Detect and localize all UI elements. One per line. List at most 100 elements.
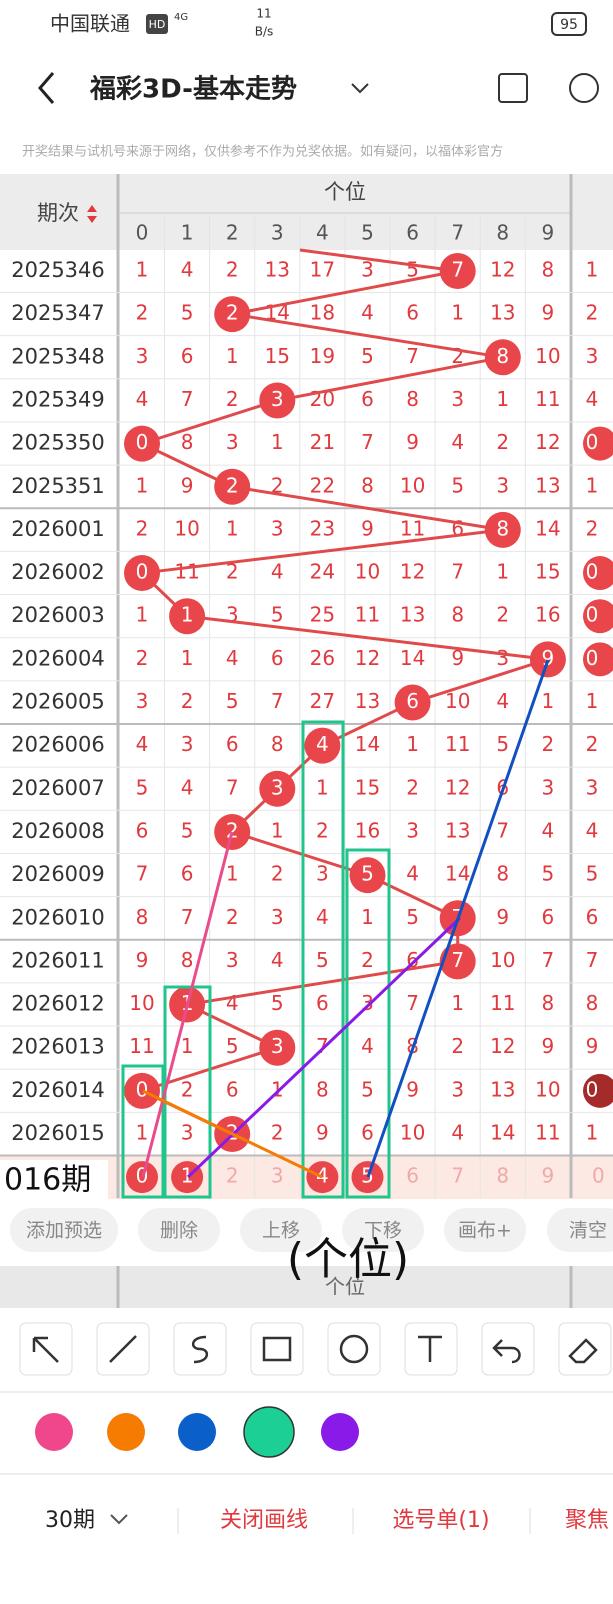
cell: 10 bbox=[535, 1077, 560, 1101]
hit-number: 8 bbox=[496, 344, 509, 368]
hit-ball bbox=[394, 684, 431, 721]
cell: 26 bbox=[310, 646, 335, 670]
cell: 23 bbox=[310, 516, 335, 540]
hit-ball bbox=[304, 727, 341, 764]
hit-ball bbox=[124, 425, 160, 462]
digit-header: 2 bbox=[226, 221, 239, 245]
cell: 2 bbox=[361, 948, 374, 972]
hit-number: 2 bbox=[226, 301, 239, 325]
drawn-line bbox=[141, 831, 234, 1178]
back-button[interactable] bbox=[38, 72, 55, 104]
extra-cell: 6 bbox=[586, 905, 599, 929]
cell: 16 bbox=[535, 603, 560, 627]
cell: 10 bbox=[129, 991, 154, 1015]
drawn-rect bbox=[121, 1064, 165, 1199]
cell: 1 bbox=[226, 344, 239, 368]
period-select[interactable]: 30期 bbox=[45, 1508, 95, 1533]
drawn-rect bbox=[345, 848, 391, 1199]
hit-number: 2 bbox=[226, 818, 239, 842]
period: 2026015 bbox=[11, 1121, 105, 1145]
period: 2026006 bbox=[11, 733, 105, 757]
tool-text[interactable] bbox=[404, 1322, 458, 1376]
cell: 4 bbox=[226, 646, 239, 670]
cell: 11 bbox=[400, 516, 425, 540]
speed-unit: B/s bbox=[255, 25, 274, 39]
cell: 1 bbox=[451, 301, 464, 325]
hit-ball bbox=[126, 1161, 158, 1194]
hit-ball bbox=[484, 339, 521, 376]
header-bg bbox=[0, 174, 613, 250]
extra-ball bbox=[583, 642, 613, 677]
cell: 3 bbox=[226, 948, 239, 972]
cell: 1 bbox=[542, 689, 555, 713]
color-orange[interactable] bbox=[107, 1413, 145, 1451]
cell: 22 bbox=[310, 473, 335, 497]
cell: 6 bbox=[406, 301, 419, 325]
period: 2025351 bbox=[11, 474, 105, 498]
device-icon[interactable] bbox=[498, 73, 528, 103]
cell: 27 bbox=[310, 689, 335, 713]
cell: 4 bbox=[271, 948, 284, 972]
tool-rect[interactable] bbox=[250, 1322, 304, 1376]
cell: 2 bbox=[271, 862, 284, 886]
cell: 2 bbox=[226, 258, 239, 282]
tool-circle[interactable] bbox=[327, 1322, 381, 1376]
cell: 5 bbox=[271, 991, 284, 1015]
sort-icon bbox=[87, 205, 97, 223]
cell: 7 bbox=[496, 818, 509, 842]
action-button[interactable] bbox=[10, 1208, 118, 1252]
cell: 3 bbox=[226, 430, 239, 454]
cell: 8 bbox=[406, 387, 419, 411]
hd: HD bbox=[149, 18, 166, 31]
cell: 2 bbox=[136, 516, 149, 540]
focus[interactable]: 聚焦 bbox=[565, 1508, 609, 1533]
tool-undo[interactable] bbox=[481, 1322, 535, 1376]
cell: 1 bbox=[271, 818, 284, 842]
action-button[interactable] bbox=[444, 1208, 526, 1252]
cell: 4 bbox=[542, 818, 555, 842]
color-green[interactable] bbox=[243, 1406, 295, 1458]
hit-ball bbox=[439, 943, 476, 980]
color-purple[interactable] bbox=[321, 1413, 359, 1451]
extra-cell: 0 bbox=[586, 603, 599, 627]
action-button[interactable] bbox=[547, 1208, 613, 1252]
ticket[interactable]: 选号单(1) bbox=[392, 1508, 489, 1533]
hit-ball bbox=[214, 468, 251, 505]
cell: 2 bbox=[136, 301, 149, 325]
cell: 5 bbox=[542, 862, 555, 886]
cell: 2 bbox=[226, 387, 239, 411]
cell: 5 bbox=[181, 818, 194, 842]
tool-curve[interactable] bbox=[173, 1322, 227, 1376]
action-button[interactable] bbox=[138, 1208, 220, 1252]
cell: 3 bbox=[136, 344, 149, 368]
color-blue[interactable] bbox=[178, 1413, 216, 1451]
cell: 1 bbox=[136, 258, 149, 282]
action-button[interactable] bbox=[342, 1208, 424, 1252]
action-label: 画布+ bbox=[458, 1220, 512, 1242]
cell: 2 bbox=[451, 1034, 464, 1058]
cell: 8 bbox=[136, 905, 149, 929]
cell: 13 bbox=[355, 689, 380, 713]
tool-line[interactable] bbox=[96, 1322, 150, 1376]
color-pink[interactable] bbox=[35, 1413, 73, 1451]
period: 2026013 bbox=[11, 1035, 105, 1059]
share-icon[interactable] bbox=[569, 73, 599, 103]
page-title[interactable]: 福彩3D-基本走势 bbox=[89, 75, 297, 105]
action-button[interactable] bbox=[240, 1208, 322, 1252]
tool-arrow[interactable] bbox=[19, 1322, 73, 1376]
cell: 4 bbox=[181, 775, 194, 799]
cell: 2 bbox=[136, 646, 149, 670]
cell: 8 bbox=[542, 258, 555, 282]
dropdown-icon[interactable] bbox=[351, 83, 369, 94]
cell: 1 bbox=[226, 516, 239, 540]
close-lines[interactable]: 关闭画线 bbox=[220, 1508, 308, 1533]
cell: 11 bbox=[445, 732, 470, 756]
cell: 6 bbox=[181, 862, 194, 886]
cell: 3 bbox=[406, 818, 419, 842]
hit-ball bbox=[349, 857, 386, 894]
digit-header: 7 bbox=[451, 221, 464, 245]
hit-number: 0 bbox=[136, 430, 149, 454]
cell: 8 bbox=[181, 948, 194, 972]
cell: 7 bbox=[271, 689, 284, 713]
tool-eraser[interactable] bbox=[558, 1322, 612, 1376]
